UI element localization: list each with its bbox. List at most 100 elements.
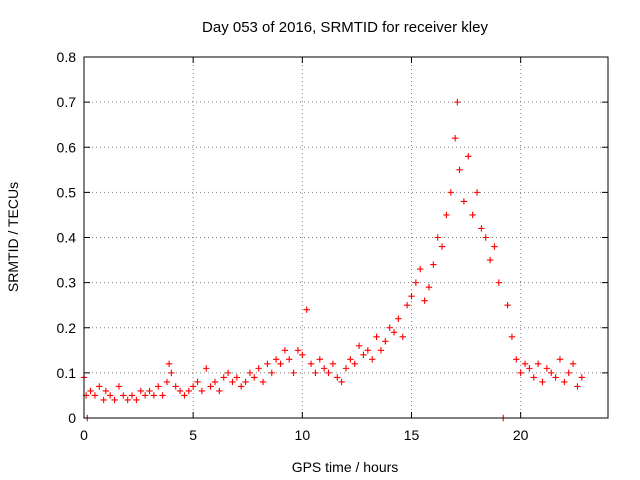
data-point [565, 369, 572, 377]
x-tick-label: 5 [189, 427, 197, 443]
data-point [141, 392, 149, 399]
data-point [430, 261, 437, 268]
grid [84, 57, 608, 418]
data-point [203, 365, 210, 372]
data-point [272, 356, 280, 363]
data-point [307, 360, 315, 368]
data-points [80, 98, 585, 422]
data-point [395, 315, 402, 322]
data-point [115, 383, 123, 390]
data-point [299, 351, 306, 359]
y-tick-label: 0.6 [57, 139, 77, 155]
data-point [443, 211, 450, 219]
data-point [229, 378, 236, 386]
data-point [264, 360, 271, 368]
data-point [478, 225, 485, 232]
y-tick-label: 0.4 [57, 230, 77, 246]
data-point [578, 374, 585, 381]
data-point [421, 297, 428, 304]
data-point [329, 360, 337, 368]
data-point [548, 369, 555, 377]
data-point [451, 135, 459, 142]
data-point [408, 292, 415, 300]
data-point [294, 347, 302, 354]
data-point [486, 256, 494, 264]
data-point [312, 369, 319, 377]
data-point [543, 365, 551, 372]
data-point [242, 378, 249, 386]
data-point [360, 351, 367, 359]
data-point [163, 378, 171, 386]
data-point [377, 347, 385, 354]
data-point [534, 360, 542, 368]
data-point [456, 166, 463, 174]
data-point [87, 387, 94, 395]
data-point [233, 374, 241, 381]
data-point [133, 396, 140, 404]
data-point [347, 356, 354, 363]
chart-title: Day 053 of 2016, SRMTID for receiver kle… [202, 19, 488, 36]
data-point [303, 306, 310, 313]
data-point [447, 189, 454, 196]
data-point [552, 374, 559, 381]
data-point [574, 383, 581, 390]
data-point [165, 360, 173, 368]
data-point [168, 369, 175, 377]
data-point [150, 392, 158, 399]
data-point [100, 396, 107, 404]
data-point [556, 356, 564, 363]
data-point [128, 392, 136, 399]
data-point [277, 360, 284, 368]
y-tick-label: 0.5 [57, 184, 77, 200]
data-point [224, 369, 232, 377]
data-point [220, 374, 227, 381]
data-point [460, 198, 468, 205]
data-point [425, 283, 433, 291]
data-point [172, 383, 179, 390]
data-point [569, 360, 577, 368]
data-point [334, 374, 341, 381]
plot-area-border [83, 56, 609, 419]
y-tick-label: 0.1 [57, 365, 77, 381]
y-tick-label: 0.8 [57, 49, 77, 65]
data-point [495, 279, 503, 286]
data-point [482, 234, 489, 241]
data-point [211, 378, 219, 386]
data-point [465, 153, 472, 160]
y-tick-label: 0.3 [57, 275, 77, 291]
data-point [517, 369, 524, 377]
data-point [539, 378, 546, 386]
data-point [417, 265, 424, 273]
y-tick-label: 0 [68, 410, 76, 426]
data-point [176, 387, 184, 395]
data-point [290, 369, 297, 377]
data-point [351, 360, 358, 368]
y-axis-label: SRMTID / TECUs [5, 182, 21, 292]
data-point [508, 333, 516, 340]
data-point [137, 387, 144, 395]
data-point [320, 365, 328, 372]
y-tick-label: 0.2 [57, 320, 77, 336]
data-point [513, 356, 520, 363]
data-point [189, 383, 197, 390]
data-point [473, 189, 481, 196]
data-point [281, 347, 289, 354]
data-point [399, 333, 406, 340]
data-point [412, 279, 420, 286]
data-point [251, 374, 258, 381]
data-point [386, 324, 393, 331]
data-point [259, 378, 267, 386]
data-point [369, 356, 376, 363]
data-point [364, 347, 372, 354]
data-point [325, 369, 332, 377]
data-point [91, 392, 99, 399]
data-point [181, 392, 188, 399]
data-point [316, 356, 323, 363]
data-point [373, 333, 380, 340]
data-point [434, 234, 441, 241]
y-tick-label: 0.7 [57, 94, 77, 110]
data-point [102, 387, 110, 395]
data-point [207, 383, 214, 390]
data-point [268, 369, 275, 377]
